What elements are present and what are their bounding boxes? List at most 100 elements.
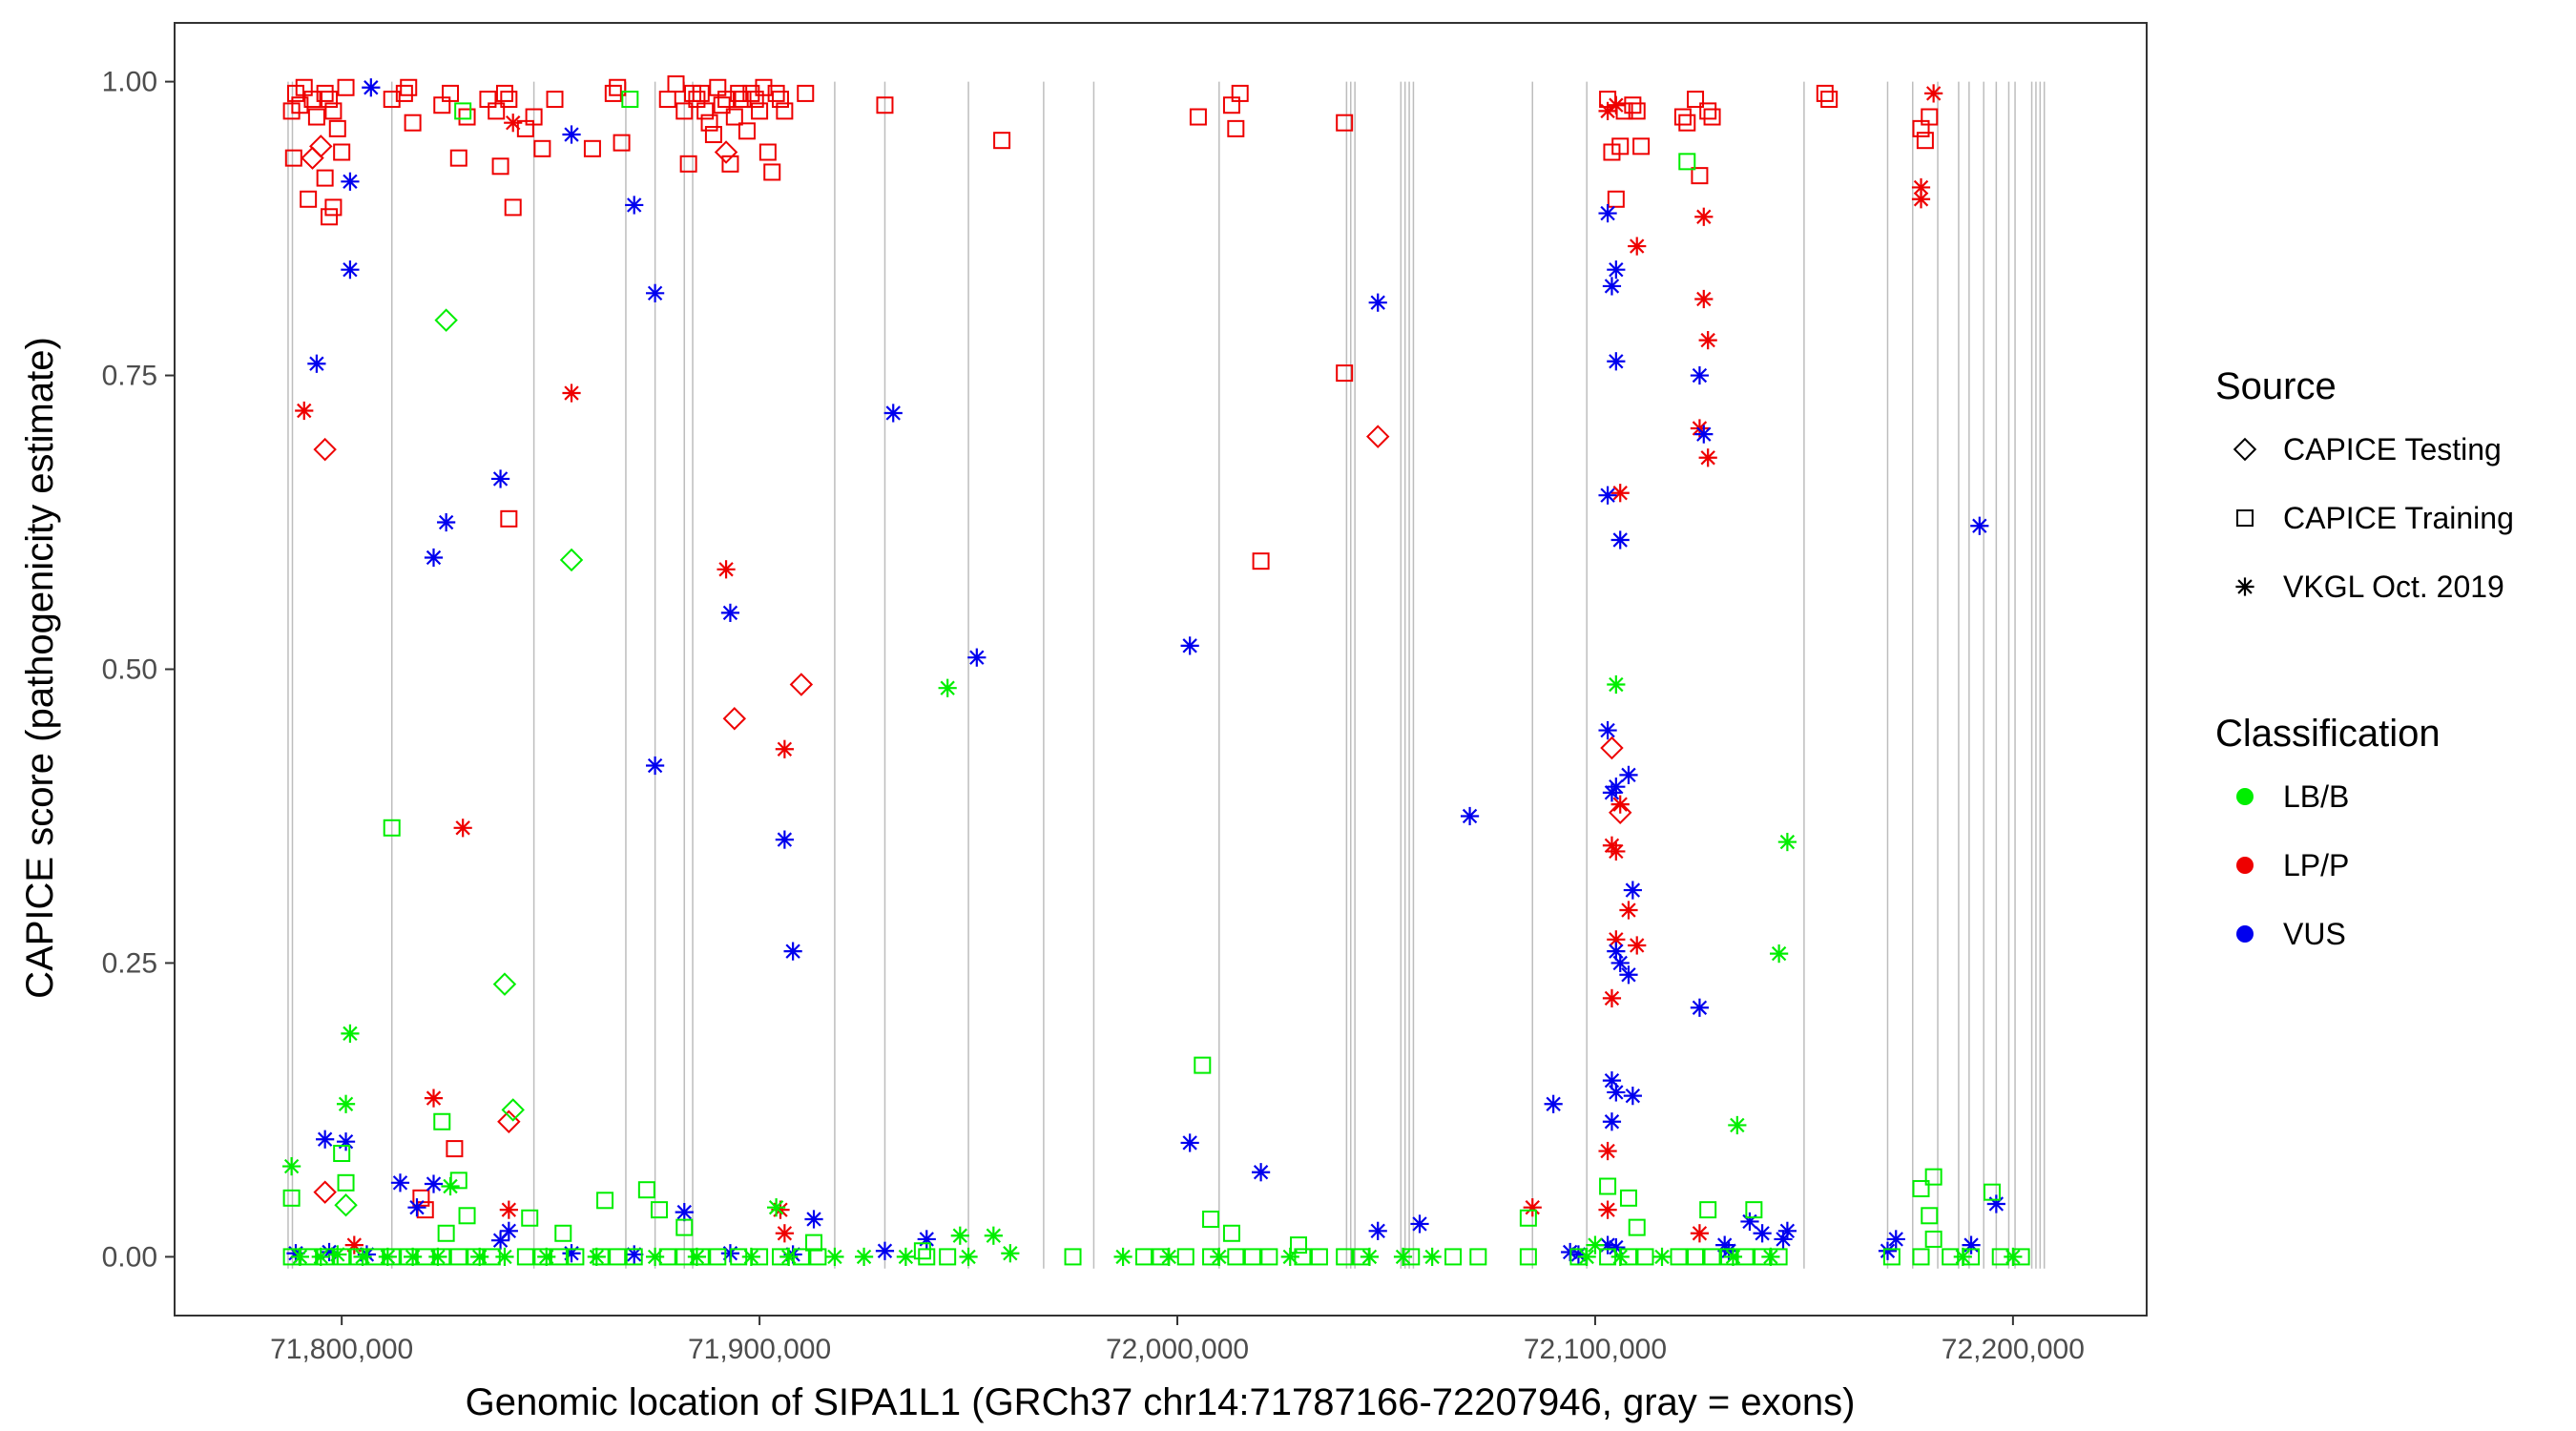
data-point — [490, 1231, 510, 1250]
data-point — [1602, 277, 1622, 296]
data-point — [613, 134, 631, 152]
data-point — [667, 75, 685, 93]
data-point — [1619, 901, 1638, 920]
data-point — [1699, 1201, 1717, 1219]
data-point — [609, 78, 627, 96]
legend: Source CAPICE Testing CAPICE Training VKGL… — [2215, 365, 2514, 951]
data-point — [537, 1247, 556, 1267]
data-point — [625, 1245, 644, 1264]
data-point — [362, 78, 381, 97]
data-point — [316, 169, 334, 187]
data-point — [804, 1210, 823, 1229]
data-point — [587, 1247, 606, 1267]
data-point — [767, 1198, 786, 1217]
data-point — [700, 114, 718, 132]
data-point — [504, 198, 522, 217]
data-point — [1687, 1248, 1705, 1266]
data-point — [562, 125, 581, 144]
legend-item-vus: VUS — [2236, 917, 2346, 951]
data-point — [1607, 841, 1626, 861]
legend-label: LB/B — [2283, 779, 2349, 814]
data-point — [470, 1247, 489, 1267]
data-point — [775, 739, 794, 758]
data-point — [783, 942, 802, 961]
legend-key-square — [2236, 509, 2254, 527]
data-point — [918, 1248, 936, 1266]
data-point — [383, 91, 401, 109]
data-point — [442, 84, 460, 102]
series-lbb-vkgl — [282, 674, 2023, 1267]
data-point — [776, 102, 794, 120]
x-tick-label: 72,000,000 — [1106, 1334, 1249, 1365]
data-point — [1290, 1236, 1308, 1255]
data-point — [488, 102, 506, 120]
exon-lines — [287, 81, 2046, 1269]
data-point — [720, 603, 740, 622]
data-point — [1280, 1247, 1299, 1267]
data-point — [1519, 1248, 1537, 1266]
data-point — [1310, 1248, 1328, 1266]
data-point — [646, 1247, 665, 1267]
data-point — [337, 78, 355, 96]
data-point — [625, 1248, 643, 1266]
data-point — [1628, 1218, 1646, 1236]
data-point — [1586, 1235, 1605, 1255]
data-point — [546, 91, 564, 109]
data-point — [725, 108, 743, 126]
data-point — [1698, 448, 1717, 467]
data-point — [290, 1247, 309, 1267]
data-point — [1687, 91, 1705, 109]
data-point — [424, 548, 444, 568]
data-point — [1607, 260, 1626, 280]
data-point — [282, 1189, 301, 1207]
data-point — [717, 91, 736, 109]
data-point — [437, 512, 456, 532]
data-point — [596, 1192, 614, 1210]
data-point — [301, 146, 324, 170]
data-point — [1699, 102, 1717, 120]
data-point — [1628, 102, 1646, 120]
data-point — [1820, 91, 1839, 109]
data-point — [1983, 1183, 2001, 1201]
data-point — [805, 1234, 823, 1252]
data-point — [1393, 1247, 1413, 1267]
data-point — [336, 1094, 356, 1113]
data-point — [1912, 1179, 1930, 1197]
data-point — [1260, 1248, 1278, 1266]
data-point — [1678, 153, 1696, 171]
data-point — [516, 1248, 534, 1266]
data-point — [1886, 1230, 1905, 1249]
data-point — [333, 143, 351, 161]
series-lbb-testing — [334, 308, 584, 1217]
data-point — [1911, 177, 1931, 197]
data-point — [1690, 998, 1710, 1017]
data-point — [400, 78, 418, 96]
data-point — [1610, 530, 1630, 550]
data-point — [1610, 484, 1630, 503]
data-point — [1691, 167, 1709, 185]
data-point — [742, 84, 760, 102]
data-point — [896, 1247, 915, 1267]
data-point — [491, 157, 509, 176]
data-point — [291, 96, 309, 114]
legend-item-training: CAPICE Training — [2236, 501, 2514, 535]
data-point — [984, 1226, 1003, 1245]
data-point — [458, 108, 476, 126]
data-point — [449, 149, 467, 167]
data-point — [1619, 1189, 1637, 1207]
series-vus-vkgl — [286, 78, 2005, 1264]
data-point — [1911, 190, 1931, 209]
data-point — [341, 1024, 360, 1043]
data-point — [1064, 1248, 1082, 1266]
legend-label: LP/P — [2283, 848, 2349, 882]
data-point — [1598, 1200, 1617, 1219]
data-point — [1777, 1221, 1797, 1240]
data-point — [913, 1242, 931, 1260]
data-point — [1921, 1207, 1939, 1225]
data-point — [316, 1130, 335, 1149]
data-point — [967, 648, 987, 667]
data-point — [1753, 1224, 1772, 1243]
legend-source-items: CAPICE Testing CAPICE Training VKGL Oct. 2… — [2233, 432, 2514, 604]
data-point — [353, 1247, 372, 1267]
data-point — [637, 1181, 655, 1199]
